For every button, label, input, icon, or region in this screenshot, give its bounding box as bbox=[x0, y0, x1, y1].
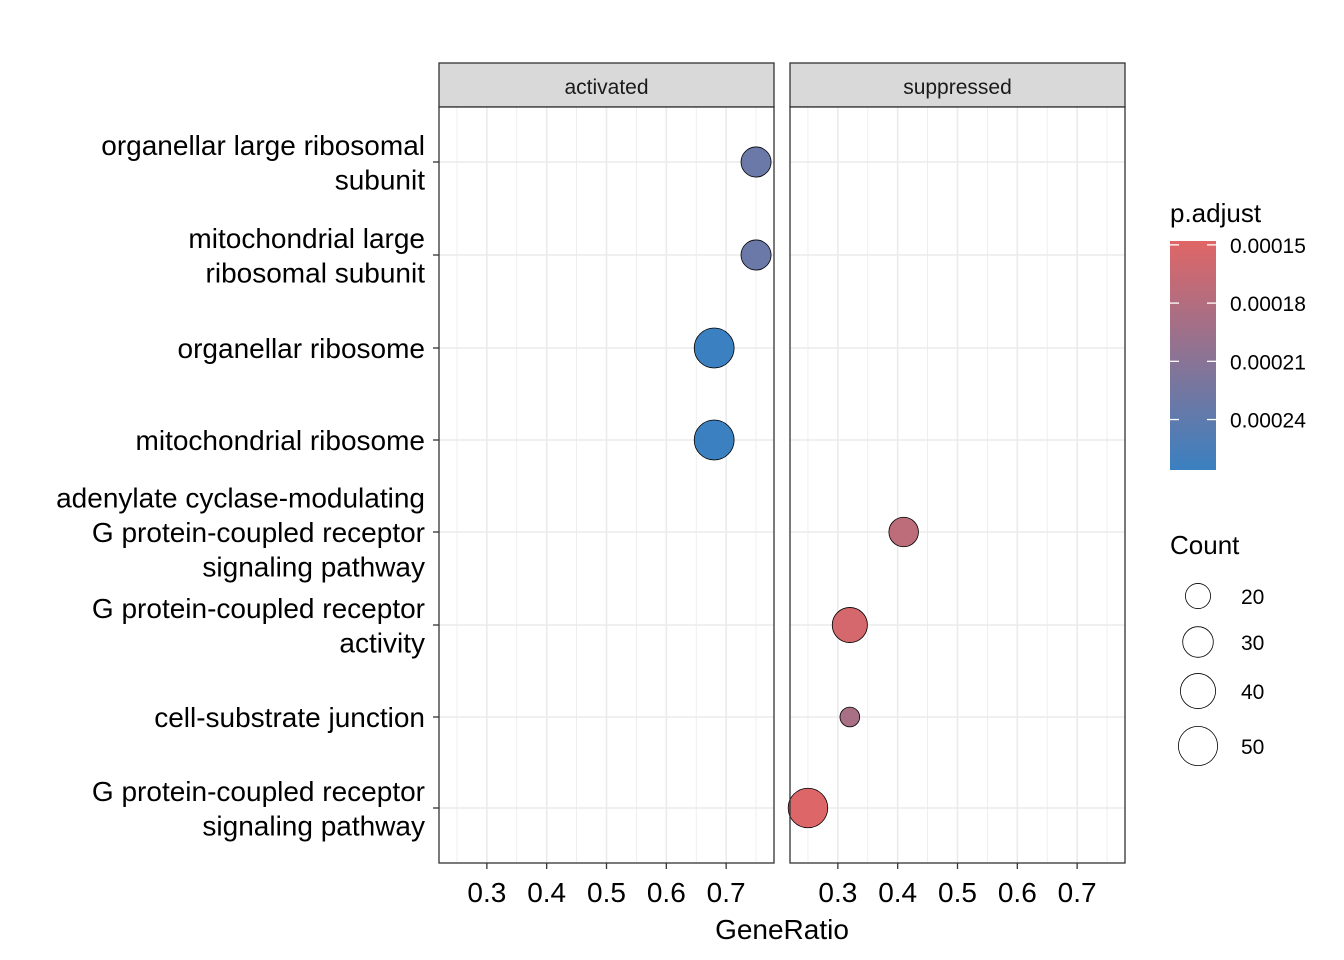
legend-color: p.adjust 0.00015 0.00018 0.00021 0.00024 bbox=[1170, 198, 1306, 470]
x-tick-label: 0.4 bbox=[527, 877, 566, 908]
colorbar-label: 0.00024 bbox=[1230, 410, 1306, 433]
size-legend-key bbox=[1182, 626, 1214, 658]
legend-size-title: Count bbox=[1170, 530, 1240, 560]
y-category-label: organellar ribosome bbox=[178, 333, 425, 364]
y-category-label: mitochondrial ribosome bbox=[136, 425, 425, 456]
x-tick-label: 0.6 bbox=[647, 877, 686, 908]
data-point bbox=[693, 327, 735, 369]
size-legend-label: 20 bbox=[1241, 586, 1264, 609]
y-category-label: adenylate cyclase-modulating bbox=[56, 483, 425, 514]
y-category-label: G protein-coupled receptor bbox=[92, 776, 425, 807]
y-category-label: signaling pathway bbox=[202, 552, 425, 583]
data-point bbox=[740, 239, 772, 271]
strip-suppressed bbox=[789, 62, 1126, 108]
panel-activated: activated bbox=[438, 62, 775, 864]
y-category-label: ribosomal subunit bbox=[206, 257, 426, 288]
x-tick-label: 0.3 bbox=[467, 877, 506, 908]
data-point bbox=[693, 419, 735, 461]
x-tick-label: 0.6 bbox=[998, 877, 1037, 908]
strip-activated bbox=[438, 62, 775, 108]
colorbar-ticks: 0.00015 0.00018 0.00021 0.00024 bbox=[1170, 235, 1306, 433]
x-tick-label: 0.5 bbox=[587, 877, 626, 908]
size-legend-label: 40 bbox=[1241, 681, 1264, 704]
size-legend-keys: 20 30 40 50 bbox=[1178, 583, 1264, 766]
strip-label-suppressed: suppressed bbox=[903, 76, 1012, 99]
y-category-label: G protein-coupled receptor bbox=[92, 517, 425, 548]
size-legend-label: 50 bbox=[1241, 736, 1264, 759]
legend-color-title: p.adjust bbox=[1170, 198, 1262, 228]
panel-suppressed: suppressed bbox=[787, 62, 1126, 864]
y-category-label: G protein-coupled receptor bbox=[92, 593, 425, 624]
size-legend-label: 30 bbox=[1241, 632, 1264, 655]
x-tick-label: 0.3 bbox=[818, 877, 857, 908]
x-tick-label: 0.7 bbox=[1058, 877, 1097, 908]
colorbar bbox=[1170, 241, 1216, 470]
x-tick-label: 0.7 bbox=[707, 877, 746, 908]
y-category-label: mitochondrial large bbox=[188, 223, 425, 254]
colorbar-label: 0.00021 bbox=[1230, 351, 1306, 374]
y-category-label: subunit bbox=[335, 164, 426, 195]
data-point bbox=[787, 787, 829, 829]
data-point bbox=[888, 516, 919, 548]
grid-activated bbox=[439, 107, 774, 863]
size-legend-key bbox=[1180, 673, 1216, 709]
points-activated bbox=[693, 146, 772, 461]
strip-label-activated: activated bbox=[564, 76, 648, 99]
legend-size: Count 20 30 40 50 bbox=[1170, 530, 1264, 766]
y-category-label: signaling pathway bbox=[202, 810, 425, 841]
data-point bbox=[831, 607, 868, 643]
data-point bbox=[740, 146, 772, 178]
y-category-label: organellar large ribosomal bbox=[101, 130, 425, 161]
size-legend-key bbox=[1185, 583, 1211, 609]
size-legend-key bbox=[1178, 726, 1218, 766]
x-axis-title: GeneRatio bbox=[715, 914, 849, 945]
x-axis: 0.3 0.4 0.5 0.6 0.7 0.3 0.4 0.5 0.6 0.7 bbox=[467, 863, 1097, 908]
colorbar-label: 0.00015 bbox=[1230, 235, 1306, 258]
y-category-label: cell-substrate junction bbox=[154, 702, 425, 733]
x-tick-label: 0.4 bbox=[878, 877, 917, 908]
y-category-label: activity bbox=[339, 627, 425, 658]
points-suppressed bbox=[787, 516, 919, 829]
x-tick-label: 0.5 bbox=[938, 877, 977, 908]
colorbar-label: 0.00018 bbox=[1230, 293, 1306, 316]
data-point bbox=[839, 706, 861, 728]
